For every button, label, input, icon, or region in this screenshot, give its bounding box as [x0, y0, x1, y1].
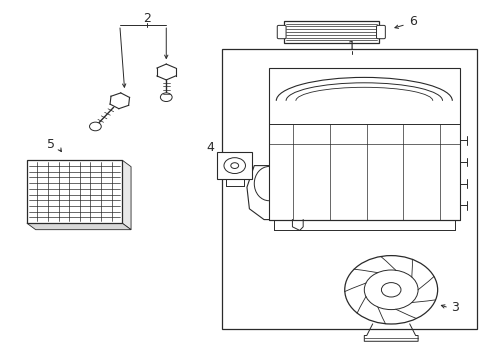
Text: 5: 5 [47, 138, 55, 150]
Circle shape [381, 283, 400, 297]
Bar [268, 68, 459, 220]
Circle shape [364, 270, 417, 310]
Bar [222, 49, 476, 329]
Text: 4: 4 [206, 141, 214, 154]
Text: 1: 1 [347, 40, 355, 53]
Text: 6: 6 [408, 15, 416, 28]
Polygon shape [122, 160, 131, 230]
Bar [27, 160, 122, 223]
Circle shape [160, 93, 172, 102]
Bar [217, 152, 252, 179]
Bar [283, 21, 378, 43]
Circle shape [89, 122, 101, 131]
Text: 3: 3 [450, 301, 458, 314]
FancyBboxPatch shape [277, 26, 285, 39]
Circle shape [224, 158, 245, 174]
Polygon shape [27, 223, 131, 230]
Text: 2: 2 [142, 12, 150, 24]
Circle shape [344, 256, 437, 324]
FancyBboxPatch shape [376, 26, 385, 39]
Circle shape [230, 163, 238, 168]
